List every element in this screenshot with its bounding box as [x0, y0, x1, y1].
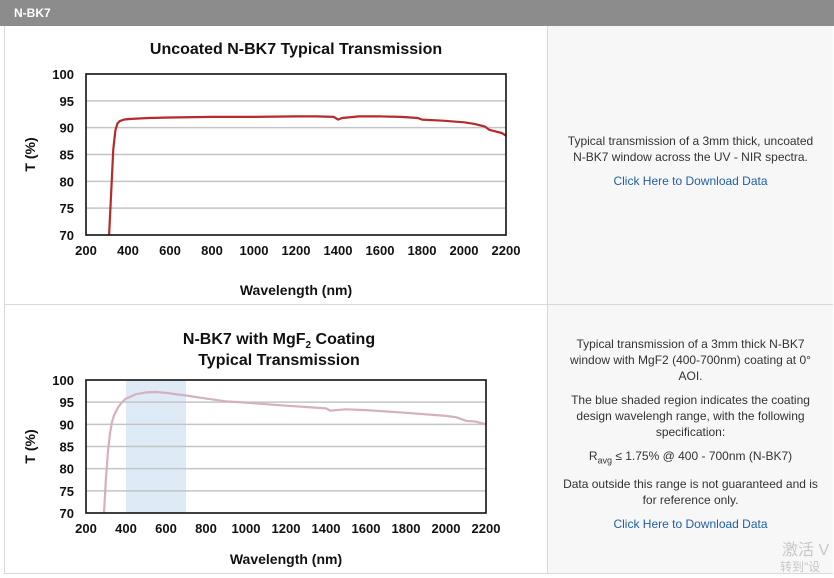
x-tick-label: 1000 — [232, 521, 261, 536]
transmission-line — [102, 390, 487, 514]
chart-cell: N-BK7 with MgF2 Coating Typical Transmiss… — [5, 305, 548, 573]
chart-title: Uncoated N-BK7 Typical Transmission — [150, 41, 442, 58]
activation-watermark-sub: 转到"设 — [780, 560, 821, 574]
plot-frame — [85, 379, 487, 514]
x-tick-label: 800 — [201, 243, 223, 258]
uncoated-transmission-chart: Uncoated N-BK7 Typical Transmission 70 75 8… — [22, 41, 521, 298]
y-axis-label: T (%) — [22, 429, 38, 463]
section-header: N-BK7 — [0, 0, 834, 26]
description-cell: Typical transmission of a 3mm thick, unc… — [548, 26, 833, 304]
description-text: Typical transmission of a 3mm thick N-BK… — [570, 337, 811, 383]
transmission-line — [108, 115, 507, 236]
y-axis-label: T (%) — [22, 137, 38, 171]
x-tick-label: 1400 — [312, 521, 341, 536]
x-tick-label: 1800 — [408, 243, 437, 258]
x-tick-label: 600 — [155, 521, 177, 536]
x-axis-label: Wavelength (nm) — [240, 282, 352, 298]
description-cell: Typical transmission of a 3mm thick N-BK… — [548, 305, 833, 573]
x-tick-label: 1200 — [282, 243, 311, 258]
y-tick-label: 80 — [60, 174, 74, 189]
description-text: The blue shaded region indicates the coa… — [571, 393, 810, 439]
chart-title: N-BK7 with MgF2 Coating — [183, 331, 375, 351]
x-tick-label: 800 — [195, 521, 217, 536]
disclaimer-text: Data outside this range is not guarantee… — [563, 477, 818, 508]
y-tick-label: 85 — [60, 440, 74, 455]
y-tick-label: 90 — [60, 121, 74, 136]
y-tick-label: 75 — [60, 201, 74, 216]
y-tick-label: 95 — [60, 94, 74, 109]
coating-spec: Ravg ≤ 1.75% @ 400 - 700nm (N-BK7) — [562, 448, 819, 468]
chart-title-line2: Typical Transmission — [198, 352, 360, 369]
y-tick-label: 70 — [60, 228, 74, 243]
spec-subscript: avg — [597, 455, 612, 466]
y-tick-label: 100 — [52, 67, 74, 82]
x-axis-label: Wavelength (nm) — [230, 551, 342, 567]
x-tick-label: 2000 — [450, 243, 479, 258]
activation-watermark: 激活 V — [782, 542, 830, 559]
y-tick-label: 85 — [60, 148, 74, 163]
x-tick-label: 1400 — [324, 243, 353, 258]
download-data-link[interactable]: Click Here to Download Data — [613, 174, 768, 188]
x-tick-label: 1600 — [366, 243, 395, 258]
y-tick-label: 80 — [60, 462, 74, 477]
x-tick-label: 200 — [75, 521, 97, 536]
table-row: N-BK7 with MgF2 Coating Typical Transmiss… — [5, 305, 833, 574]
x-tick-label: 2200 — [472, 521, 501, 536]
x-tick-label: 2200 — [492, 243, 521, 258]
x-tick-label: 1200 — [272, 521, 301, 536]
x-tick-label: 1000 — [240, 243, 269, 258]
table-row: Uncoated N-BK7 Typical Transmission 70 75 8… — [5, 26, 833, 305]
product-table: Uncoated N-BK7 Typical Transmission 70 75 8… — [4, 26, 833, 574]
x-tick-label: 400 — [117, 243, 139, 258]
x-tick-label: 600 — [159, 243, 181, 258]
description-text: Typical transmission of a 3mm thick, unc… — [567, 134, 814, 164]
chart-cell: Uncoated N-BK7 Typical Transmission 70 75 8… — [5, 26, 548, 304]
y-tick-label: 100 — [52, 373, 74, 388]
x-tick-label: 1600 — [352, 521, 381, 536]
x-tick-label: 2000 — [432, 521, 461, 536]
y-tick-label: 70 — [60, 506, 74, 521]
spec-symbol: R — [588, 449, 598, 463]
y-tick-label: 75 — [60, 484, 74, 499]
section-title: N-BK7 — [14, 6, 51, 20]
x-tick-label: 400 — [115, 521, 137, 536]
y-tick-label: 95 — [60, 395, 74, 410]
x-tick-label: 1800 — [392, 521, 421, 536]
spec-value: ≤ 1.75% @ 400 - 700nm (N-BK7) — [612, 449, 793, 463]
download-data-link[interactable]: Click Here to Download Data — [613, 517, 768, 532]
y-tick-label: 90 — [60, 417, 74, 432]
x-tick-label: 200 — [75, 243, 97, 258]
plot-frame — [85, 73, 507, 236]
